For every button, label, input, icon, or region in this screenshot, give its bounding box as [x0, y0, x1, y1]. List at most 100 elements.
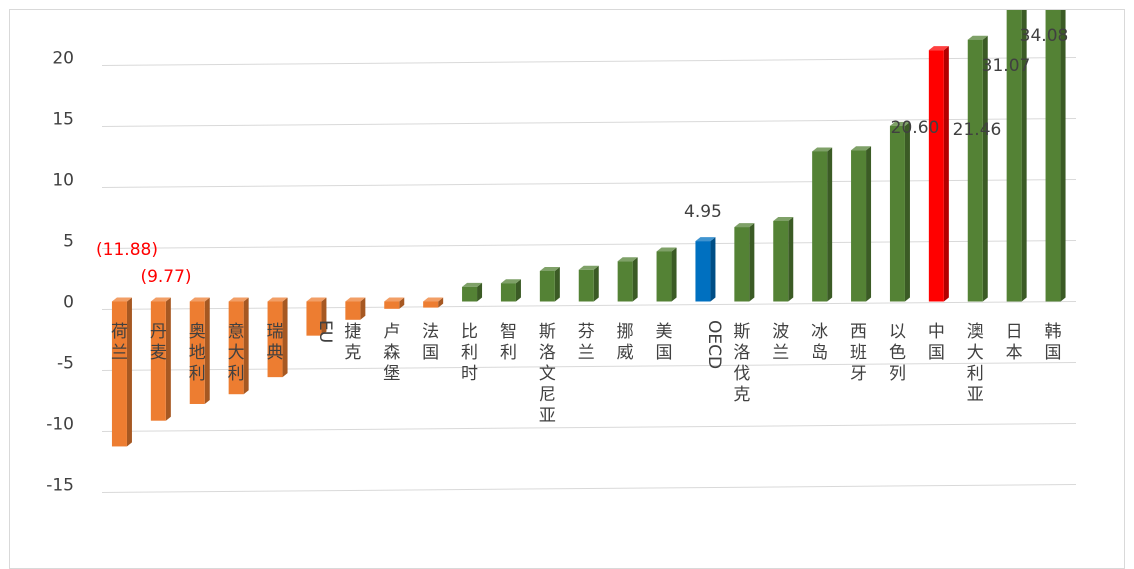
bar[interactable] — [617, 257, 638, 302]
bar-side — [1021, 10, 1027, 302]
x-tick-label: 斯洛文尼亚 — [539, 322, 556, 426]
x-tick-label: 奥地利 — [189, 322, 206, 384]
gridline — [101, 118, 1077, 127]
y-tick-label: -15 — [46, 476, 74, 496]
x-tick-label: EU — [315, 320, 335, 343]
bar[interactable] — [889, 121, 910, 302]
x-tick-label: 法国 — [422, 322, 439, 363]
bar[interactable] — [267, 297, 288, 378]
data-label: 4.95 — [684, 202, 722, 222]
bar[interactable] — [967, 35, 988, 302]
bar[interactable] — [111, 297, 132, 447]
bar-front — [345, 301, 361, 320]
bar-side — [710, 237, 716, 302]
bar-side — [671, 247, 677, 302]
y-tick-label: 10 — [52, 171, 74, 191]
bar-top — [928, 46, 949, 51]
bar[interactable] — [851, 146, 872, 302]
bar-side — [204, 297, 210, 404]
bar[interactable] — [150, 297, 171, 421]
bar-side — [360, 297, 366, 320]
bar[interactable] — [384, 297, 405, 309]
data-label: 34.08 — [1020, 26, 1069, 46]
bar[interactable] — [773, 216, 794, 302]
x-tick-label: 西班牙 — [850, 322, 867, 384]
gridline — [101, 240, 1077, 249]
bar-top — [812, 147, 833, 152]
bar-top — [773, 216, 794, 221]
bar-top — [967, 35, 988, 40]
bar-top — [306, 297, 327, 302]
bar-front — [928, 50, 944, 302]
bar[interactable] — [1045, 10, 1066, 302]
y-tick-label: 15 — [52, 110, 74, 130]
bar-front — [812, 151, 828, 302]
y-tick-label: 5 — [63, 232, 74, 252]
gridline — [101, 484, 1077, 493]
x-tick-label: 冰岛 — [811, 322, 828, 363]
bar-front — [228, 301, 244, 395]
bar-front — [656, 251, 672, 302]
gridline — [101, 301, 1077, 310]
bar[interactable] — [189, 297, 210, 404]
y-tick-label: 20 — [52, 49, 74, 69]
bar-top — [889, 121, 910, 126]
bar-side — [321, 297, 327, 336]
bar[interactable] — [423, 297, 444, 308]
bar-front — [267, 301, 283, 378]
data-label: 20.60 — [891, 118, 940, 138]
bar[interactable] — [928, 46, 949, 302]
bar[interactable] — [1006, 10, 1027, 302]
bar[interactable] — [734, 223, 755, 302]
x-tick-label: 日本 — [1006, 322, 1023, 363]
bar-side — [165, 297, 171, 421]
bar[interactable] — [695, 237, 716, 302]
bar-top — [267, 297, 288, 302]
bar[interactable] — [462, 282, 483, 302]
bar-side — [593, 265, 599, 302]
data-labels: (11.88) (9.77) 4.95 20.60 21.46 31.07 34.08 — [96, 26, 1068, 287]
bar-front — [462, 286, 478, 302]
bar-front — [889, 125, 905, 302]
bar-top — [695, 237, 716, 242]
bar-side — [399, 297, 405, 309]
bar-top — [734, 223, 755, 228]
bar[interactable] — [500, 279, 521, 302]
bar[interactable] — [228, 297, 249, 395]
bar-front — [500, 283, 516, 302]
bar-top — [539, 267, 560, 271]
data-label: (11.88) — [96, 240, 158, 260]
x-tick-label: 智利 — [500, 322, 517, 363]
bar-top — [150, 297, 171, 302]
bar-chart: -15-10-505101520253035荷兰丹麦奥地利意大利瑞典EU捷克卢森… — [46, 10, 1077, 496]
bar[interactable] — [812, 147, 833, 302]
bar[interactable] — [306, 297, 327, 336]
bars — [111, 10, 1066, 447]
gridline — [101, 179, 1077, 188]
bar-front — [695, 241, 711, 302]
bar-side — [554, 267, 560, 302]
bar-front — [1006, 10, 1022, 302]
bar[interactable] — [656, 247, 677, 302]
bar[interactable] — [539, 267, 560, 302]
bar-side — [904, 121, 910, 302]
bar-front — [423, 301, 439, 308]
bar-front — [384, 301, 400, 309]
bar-front — [1045, 10, 1061, 302]
bar-front — [773, 220, 789, 302]
bar[interactable] — [345, 297, 366, 320]
bar-top — [189, 297, 210, 302]
bar[interactable] — [578, 265, 599, 302]
bar-side — [515, 279, 521, 302]
x-tick-label: 波兰 — [772, 322, 789, 363]
x-tick-label: 瑞典 — [267, 322, 284, 363]
bar-top — [578, 265, 599, 270]
bar-top — [345, 297, 366, 302]
x-tick-label: 美国 — [656, 322, 673, 363]
bar-side — [866, 146, 872, 302]
bar-side — [438, 297, 444, 308]
bar-side — [243, 297, 249, 395]
gridlines — [101, 57, 1077, 493]
x-tick-label: 卢森堡 — [383, 322, 400, 384]
